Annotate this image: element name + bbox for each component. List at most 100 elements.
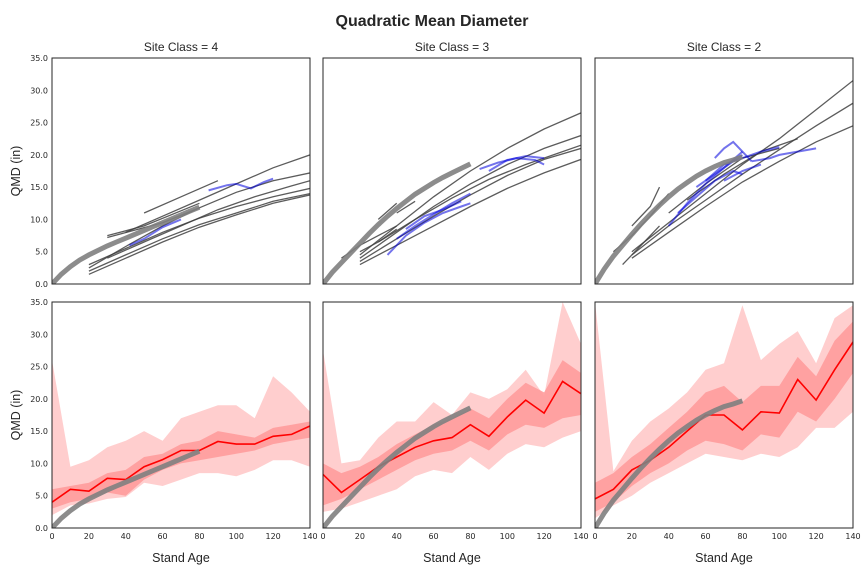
observed-gray-line [631,102,853,256]
y-tick-label: 30.0 [30,86,48,95]
observed-gray-line [125,154,310,233]
observed-blue-line [396,192,471,240]
panel-title: Site Class = 4 [144,40,219,54]
y-tick-label: 30.0 [30,330,48,339]
model-curve [323,405,472,528]
observed-blue-line [677,169,743,214]
observed-gray-line [359,228,398,253]
observed-blue-line [128,218,182,247]
median-line [595,341,853,500]
model-curve [52,448,201,528]
observed-gray-line [631,125,853,259]
y-tick-label: 25.0 [30,363,48,372]
x-tick-label: 0 [592,532,597,541]
panel-1-observed: Site Class = 4 0.0 5.0 10.0 15.0 20.0 25.0 30.0… [9,40,311,289]
x-tick-label: 80 [465,532,475,541]
panels: Site Class = 4 0.0 5.0 10.0 15.0 20.0 25.0 30.0… [9,40,861,565]
panel-title: Site Class = 2 [687,40,762,54]
band-inner [323,360,581,506]
y-tick-label: 15.0 [30,427,48,436]
observed-gray-line [631,80,853,253]
y-tick-label: 35.0 [30,54,48,63]
plot-area [323,302,581,528]
observed-gray-line [88,192,310,272]
y-axis-label: QMD (in) [9,146,23,197]
observed-blue-line [488,155,545,172]
observed-gray-line [377,202,398,220]
panel-title: Site Class = 3 [415,40,490,54]
x-tick-label: 60 [700,532,710,541]
observed-gray-line [622,225,660,266]
x-tick-label: 140 [845,532,860,541]
x-tick-label: 140 [573,532,588,541]
observed-blue-line [386,202,471,256]
observed-gray-line [107,180,310,259]
x-tick-label: 120 [809,532,824,541]
observed-gray-line [668,147,780,214]
model-curve [595,398,744,528]
panel-2-observed: Site Class = 3 [322,40,582,285]
y-tick-label: 10.0 [30,215,48,224]
observed-gray-line [396,200,416,214]
observed-gray-line [107,202,200,237]
median-line [52,425,310,503]
x-axis-label: Stand Age [423,551,481,565]
observed-gray-line [88,194,310,275]
plot-area [323,112,581,284]
model-curve [52,204,201,284]
observed-gray-line [88,172,310,269]
plot-area [595,302,853,528]
observed-gray-line [631,186,661,227]
y-tick-label: 20.0 [30,151,48,160]
x-tick-label: 40 [664,532,674,541]
panel-2-summary: 0 20 40 60 80 100 120 140 Stand Age [320,301,589,565]
x-tick-label: 80 [194,532,204,541]
panel-1-summary: 0.0 5.0 10.0 15.0 20.0 25.0 30.0 35.0 QMD (in) 0 2… [9,298,318,565]
panel-frame [322,301,582,529]
y-axis-label: QMD (in) [9,390,23,441]
observed-blue-line [714,140,753,162]
plot-area [52,360,310,528]
panel-frame [594,301,854,529]
observed-gray-line [686,138,798,201]
panel-frame [51,301,311,529]
x-tick-label: 60 [428,532,438,541]
x-tick-label: 40 [392,532,402,541]
model-curve [595,154,744,284]
panel-3-summary: 0 20 40 60 80 100 120 140 Stand Age [592,301,861,565]
observed-gray-line [143,180,219,214]
y-tick-label: 25.0 [30,119,48,128]
observed-gray-line [377,144,581,243]
observed-blue-line [208,177,274,192]
x-tick-label: 120 [537,532,552,541]
x-tick-label: 20 [627,532,637,541]
x-tick-label: 140 [302,532,317,541]
y-tick-label: 20.0 [30,395,48,404]
x-tick-label: 60 [157,532,167,541]
observed-blue-line [751,147,817,163]
x-tick-label: 20 [84,532,94,541]
x-axis-label: Stand Age [695,551,753,565]
x-tick-label: 20 [355,532,365,541]
model-curve [323,161,472,284]
y-tick-label: 0.0 [35,524,48,533]
panel-frame [322,57,582,285]
y-tick-label: 5.0 [35,248,48,257]
x-tick-label: 80 [737,532,747,541]
x-tick-label: 100 [229,532,244,541]
observed-blue-line [723,163,762,182]
panel-3-observed: Site Class = 2 [594,40,854,285]
observed-blue-line [405,200,462,230]
y-tick-label: 5.0 [35,492,48,501]
x-tick-label: 0 [320,532,325,541]
y-tick-label: 35.0 [30,298,48,307]
panel-frame [594,57,854,285]
x-tick-label: 0 [49,532,54,541]
x-tick-label: 120 [266,532,281,541]
plot-area [595,80,853,284]
y-tick-label: 0.0 [35,280,48,289]
x-axis-label: Stand Age [152,551,210,565]
x-tick-label: 100 [772,532,787,541]
x-tick-label: 100 [500,532,515,541]
